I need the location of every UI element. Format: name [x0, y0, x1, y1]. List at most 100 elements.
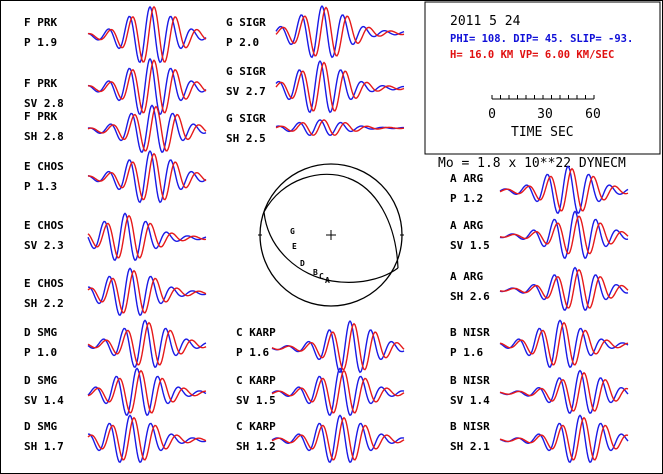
station-label: D SMG [24, 374, 57, 387]
station-mark-g: G [290, 227, 295, 236]
observed-trace [271, 414, 405, 464]
waveform-d-smg-sh: D SMG SH 1.7 [24, 414, 207, 464]
waveform-f-prk-sh: F PRK SH 2.8 [24, 104, 207, 154]
time-axis-label: TIME SEC [511, 125, 574, 140]
synthetic-trace [499, 371, 629, 412]
observed-trace [87, 367, 207, 417]
synthetic-trace [87, 105, 207, 152]
waveform-e-chos-sv: E CHOS SV 2.3 [24, 212, 207, 262]
waveform-b-nisr-sv: B NISR SV 1.4 [450, 369, 629, 415]
observed-trace [87, 5, 207, 64]
synthetic-trace [271, 369, 405, 414]
phase-amplitude-label: SV 2.8 [24, 97, 64, 110]
observed-trace [87, 150, 207, 204]
waveform-a-arg-sh: A ARG SH 2.6 [450, 266, 629, 312]
synthetic-trace [499, 416, 629, 461]
station-mark-e: E [292, 242, 297, 251]
waveform-g-sigr-sv: G SIGR SV 2.7 [226, 60, 405, 114]
time-tick-60: 60 [585, 107, 601, 122]
phase-amplitude-label: SH 1.7 [24, 440, 64, 453]
waveform-f-prk-p: F PRK P 1.9 [24, 5, 207, 64]
station-label: G SIGR [226, 16, 266, 29]
synthetic-trace [87, 5, 207, 63]
nodal-plane-2 [263, 211, 399, 283]
time-tick-30: 30 [537, 107, 553, 122]
phase-amplitude-label: SV 2.3 [24, 239, 64, 252]
synthetic-trace [275, 61, 405, 112]
waveform-c-karp-sv: C KARP SV 1.5 [236, 367, 405, 417]
waveform-c-karp-sh: C KARP SH 1.2 [236, 414, 405, 464]
phase-amplitude-label: SH 2.6 [450, 290, 490, 303]
station-label: A ARG [450, 219, 483, 232]
phase-amplitude-label: SV 1.5 [236, 394, 276, 407]
header-box [424, 1, 661, 155]
seismic-moment: Mo = 1.8 x 10**22 DYNECM [438, 156, 626, 171]
waveform-g-sigr-sh: G SIGR SH 2.5 [226, 112, 405, 145]
station-mark-d: D [300, 259, 305, 268]
time-tick-0: 0 [488, 107, 496, 122]
station-label: B NISR [450, 374, 490, 387]
observed-trace [271, 320, 405, 374]
synthetic-trace [87, 152, 207, 201]
station-label: G SIGR [226, 65, 266, 78]
synthetic-trace [87, 269, 207, 314]
phase-amplitude-label: SH 2.5 [226, 132, 266, 145]
waveform-b-nisr-p: B NISR P 1.6 [450, 319, 629, 369]
station-label: F PRK [24, 110, 57, 123]
station-label: A ARG [450, 172, 483, 185]
station-label: D SMG [24, 326, 57, 339]
station-label: C KARP [236, 326, 276, 339]
synthetic-trace [275, 119, 405, 136]
source-params-line1: PHI= 108. DIP= 45. SLIP= -93. [450, 33, 633, 45]
waveform-d-smg-sv: D SMG SV 1.4 [24, 367, 207, 417]
phase-amplitude-label: P 2.0 [226, 36, 259, 49]
observed-trace [87, 414, 207, 464]
phase-amplitude-label: SV 2.7 [226, 85, 266, 98]
phase-amplitude-label: P 1.6 [450, 346, 483, 359]
waveform-f-prk-sv: F PRK SV 2.8 [24, 57, 207, 116]
synthetic-trace [499, 268, 629, 309]
waveform-a-arg-sv: A ARG SV 1.5 [450, 210, 629, 260]
phase-amplitude-label: SH 2.2 [24, 297, 64, 310]
phase-amplitude-label: SH 1.2 [236, 440, 276, 453]
observed-trace [275, 5, 405, 59]
synthetic-trace [499, 321, 629, 366]
synthetic-trace [87, 214, 207, 259]
synthetic-trace [271, 322, 405, 371]
observed-trace [275, 119, 404, 137]
phase-amplitude-label: SV 1.4 [450, 394, 490, 407]
waveform-c-karp-p: C KARP P 1.6 [236, 320, 405, 374]
waveform-d-smg-p: D SMG P 1.0 [24, 319, 207, 369]
observed-trace [499, 319, 629, 369]
phase-amplitude-label: P 1.6 [236, 346, 269, 359]
synthetic-trace [499, 215, 629, 255]
observed-trace [499, 414, 629, 464]
synthetic-trace [87, 59, 207, 114]
station-label: E CHOS [24, 160, 64, 173]
observed-trace [499, 210, 629, 260]
station-label: D SMG [24, 420, 57, 433]
station-label: B NISR [450, 326, 490, 339]
event-date: 2011 5 24 [450, 14, 521, 29]
synthetic-trace [87, 416, 207, 461]
station-mark-c: C [319, 272, 324, 281]
phase-amplitude-label: P 1.2 [450, 192, 483, 205]
synthetic-trace [87, 321, 207, 366]
time-scale-bar [491, 95, 595, 100]
observed-trace [87, 267, 207, 317]
observed-trace [499, 266, 629, 312]
synthetic-trace [275, 6, 405, 57]
station-label: A ARG [450, 270, 483, 283]
waveform-e-chos-sh: E CHOS SH 2.2 [24, 267, 207, 317]
station-mark-b: B [313, 268, 318, 277]
station-label: E CHOS [24, 219, 64, 232]
phase-amplitude-label: P 1.0 [24, 346, 57, 359]
station-mark-a: A [325, 276, 330, 285]
phase-amplitude-label: P 1.3 [24, 180, 57, 193]
waveform-e-chos-p: E CHOS P 1.3 [24, 150, 207, 204]
source-params-line2: H= 16.0 KM VP= 6.00 KM/SEC [450, 49, 614, 61]
observed-trace [275, 60, 404, 114]
